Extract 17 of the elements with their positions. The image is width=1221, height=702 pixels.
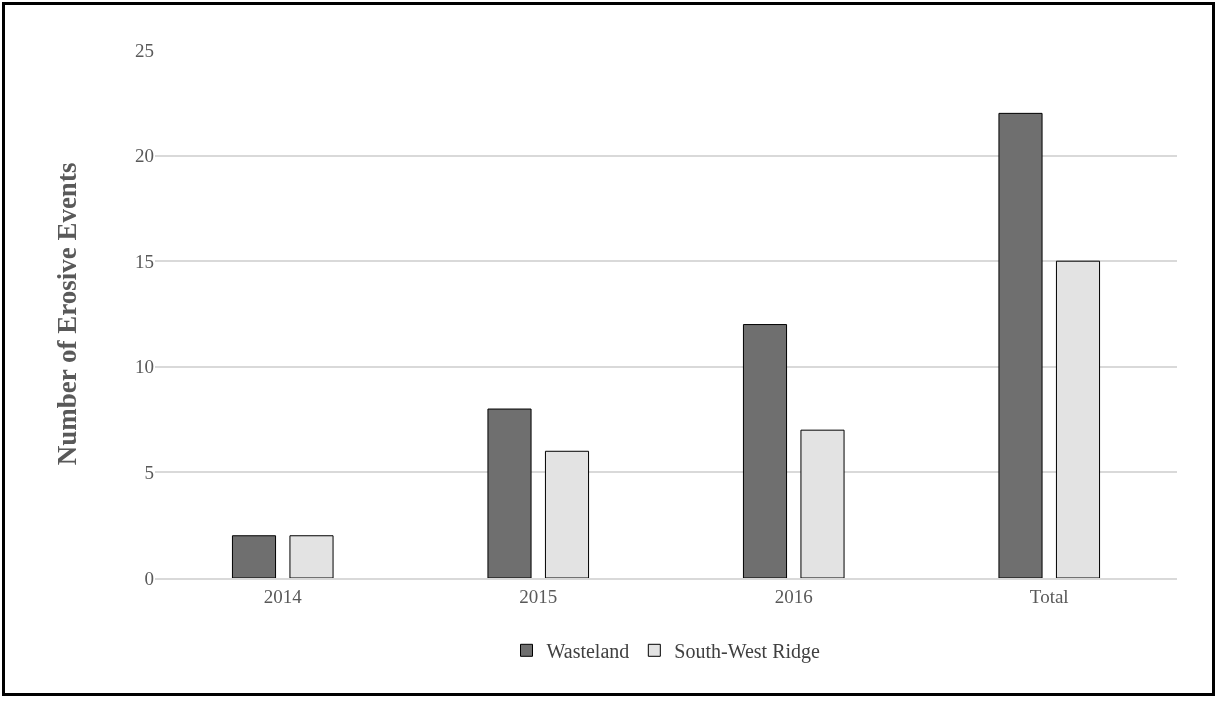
y-tick-label: 25 (135, 39, 154, 61)
bar (742, 324, 788, 578)
y-tick-label: 15 (135, 250, 154, 272)
y-tick-label: 10 (135, 356, 154, 378)
bar (231, 535, 277, 578)
y-tick-label: 0 (144, 567, 154, 589)
y-axis-title: Number of Erosive Events (52, 162, 83, 466)
x-tick-label: Total (1029, 585, 1069, 607)
x-tick-label: 2016 (774, 585, 813, 607)
x-tick-label: 2014 (263, 585, 303, 607)
legend-label: Wasteland (546, 640, 630, 663)
bar (998, 112, 1043, 578)
x-tick-label: 2015 (519, 585, 558, 607)
y-tick-label: 20 (135, 145, 154, 167)
legend-label: South-West Ridge (674, 640, 821, 664)
y-tick-label: 5 (144, 462, 154, 484)
bar (487, 408, 532, 578)
